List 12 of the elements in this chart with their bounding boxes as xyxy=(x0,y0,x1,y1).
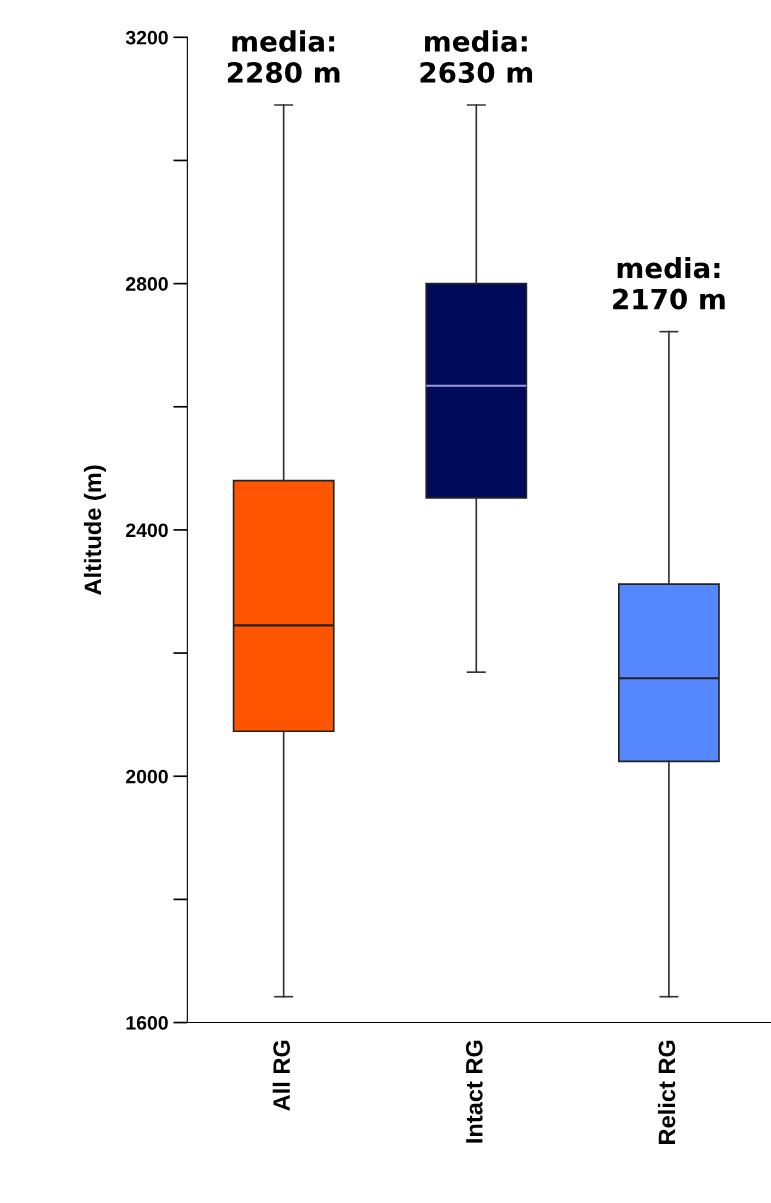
y-tick-label: 1600 xyxy=(126,1016,168,1030)
annotation: media: 2630 m xyxy=(420,30,533,83)
y-axis-title: Altitude (m) xyxy=(83,465,106,595)
y-tick-label: 2000 xyxy=(126,769,168,784)
annotation: media: 2280 m xyxy=(227,30,340,83)
x-tick-label: Relict RG xyxy=(657,1040,676,1144)
x-tick-label: All RG xyxy=(272,1040,290,1111)
annotation: media: 2170 m xyxy=(613,256,725,310)
y-tick-label: 2400 xyxy=(126,523,168,538)
y-tick-label: 2800 xyxy=(126,277,168,291)
y-tick-label: 3200 xyxy=(125,30,168,45)
x-tick-label: Intact RG xyxy=(465,1040,483,1143)
